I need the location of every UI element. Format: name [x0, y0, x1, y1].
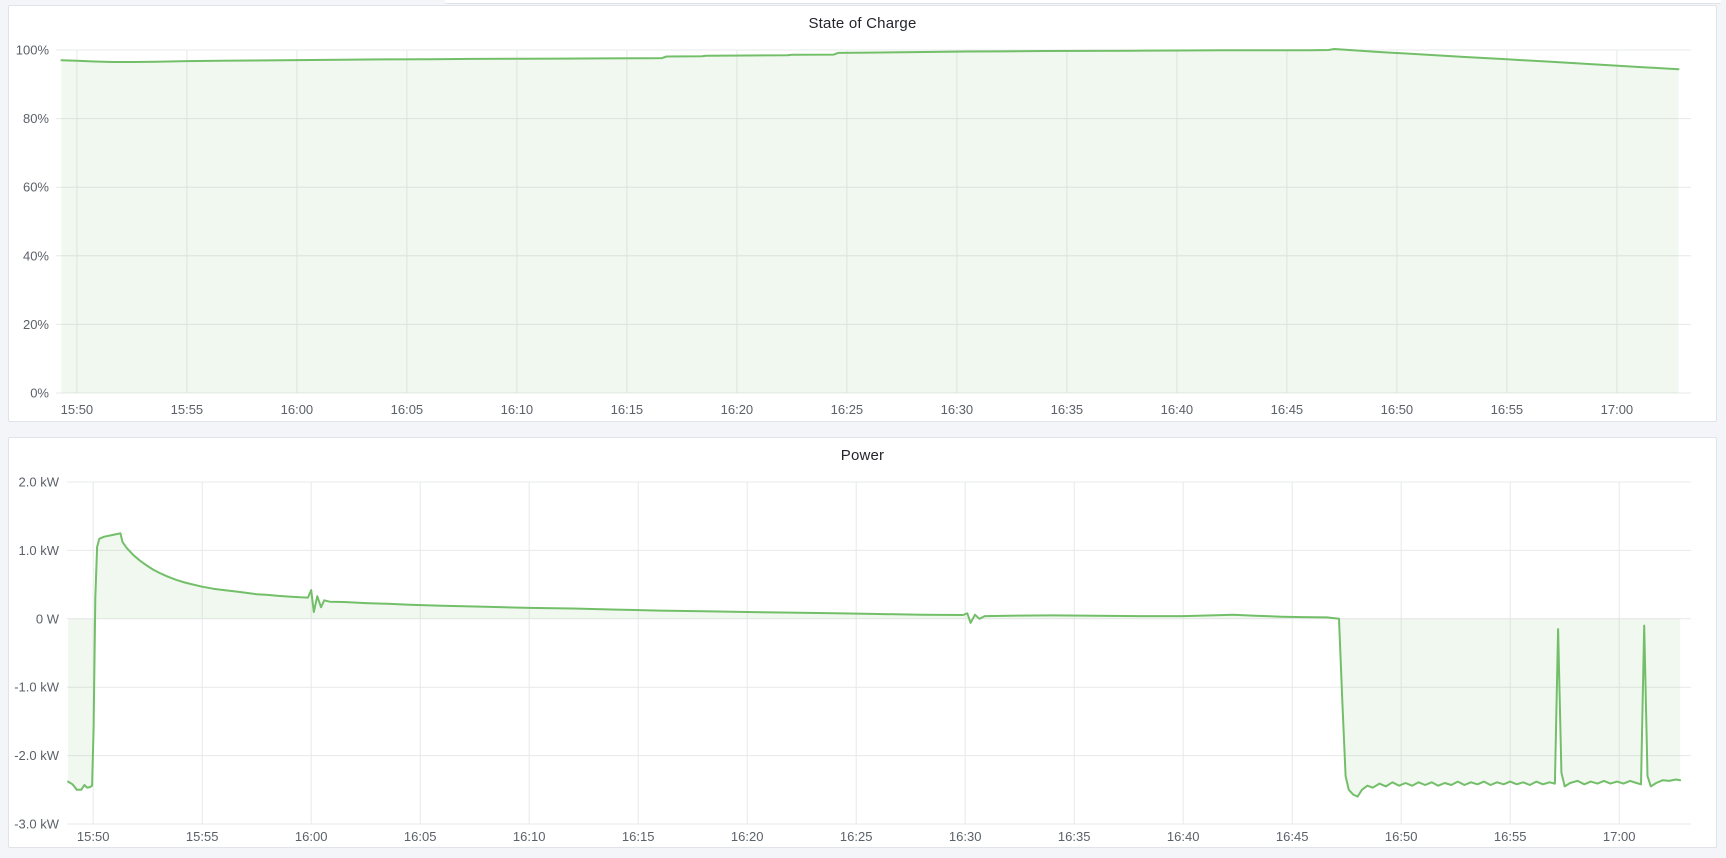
svg-text:16:05: 16:05	[391, 402, 424, 417]
svg-text:16:10: 16:10	[513, 829, 546, 844]
svg-text:16:30: 16:30	[941, 402, 974, 417]
svg-text:16:45: 16:45	[1276, 829, 1309, 844]
svg-text:20%: 20%	[23, 317, 49, 332]
svg-text:16:45: 16:45	[1271, 402, 1304, 417]
svg-text:60%: 60%	[23, 180, 49, 195]
power-chart-canvas[interactable]: 15:50 15:55 16:00 16:05 16:10 16:15 16:20 16:25…	[9, 438, 1716, 847]
soc-panel-title: State of Charge	[808, 14, 917, 32]
svg-text:-2.0 kW: -2.0 kW	[14, 748, 60, 763]
svg-text:16:25: 16:25	[840, 829, 873, 844]
svg-text:-1.0 kW: -1.0 kW	[14, 680, 60, 695]
svg-text:16:30: 16:30	[949, 829, 982, 844]
svg-text:15:50: 15:50	[61, 402, 94, 417]
svg-text:16:40: 16:40	[1167, 829, 1200, 844]
svg-text:17:00: 17:00	[1601, 402, 1634, 417]
svg-text:16:50: 16:50	[1385, 829, 1418, 844]
svg-text:16:10: 16:10	[501, 402, 534, 417]
svg-text:15:55: 15:55	[186, 829, 219, 844]
partial-panel-above	[445, 0, 1721, 4]
svg-text:16:55: 16:55	[1491, 402, 1524, 417]
svg-text:16:20: 16:20	[721, 402, 754, 417]
svg-text:16:15: 16:15	[622, 829, 655, 844]
svg-text:16:40: 16:40	[1161, 402, 1194, 417]
svg-text:0 W: 0 W	[36, 611, 60, 626]
svg-text:16:15: 16:15	[611, 402, 644, 417]
power-panel-title: Power	[840, 446, 885, 464]
svg-text:16:55: 16:55	[1494, 829, 1527, 844]
svg-text:80%: 80%	[23, 111, 49, 126]
svg-text:16:25: 16:25	[831, 402, 864, 417]
svg-text:2.0 kW: 2.0 kW	[19, 475, 60, 490]
panel-power: Power 15:50 15:55 16:00 16:05 16:10 16:15 16:2…	[8, 437, 1717, 848]
svg-text:16:05: 16:05	[404, 829, 437, 844]
svg-text:100%: 100%	[16, 43, 50, 58]
svg-text:40%: 40%	[23, 248, 49, 263]
svg-text:-3.0 kW: -3.0 kW	[14, 817, 60, 832]
panel-state-of-charge: State of Charge 15:50 15:55 16:00 16:05 16:1…	[8, 5, 1717, 422]
svg-text:16:00: 16:00	[295, 829, 328, 844]
svg-text:16:50: 16:50	[1381, 402, 1414, 417]
svg-text:16:35: 16:35	[1051, 402, 1084, 417]
svg-text:15:50: 15:50	[77, 829, 110, 844]
svg-text:16:00: 16:00	[281, 402, 314, 417]
svg-text:17:00: 17:00	[1603, 829, 1636, 844]
soc-chart-canvas[interactable]: 15:50 15:55 16:00 16:05 16:10 16:15 16:20 16:25…	[9, 6, 1716, 421]
svg-text:16:20: 16:20	[731, 829, 764, 844]
svg-text:1.0 kW: 1.0 kW	[19, 543, 60, 558]
svg-text:16:35: 16:35	[1058, 829, 1091, 844]
svg-text:15:55: 15:55	[171, 402, 204, 417]
svg-text:0%: 0%	[30, 386, 49, 401]
